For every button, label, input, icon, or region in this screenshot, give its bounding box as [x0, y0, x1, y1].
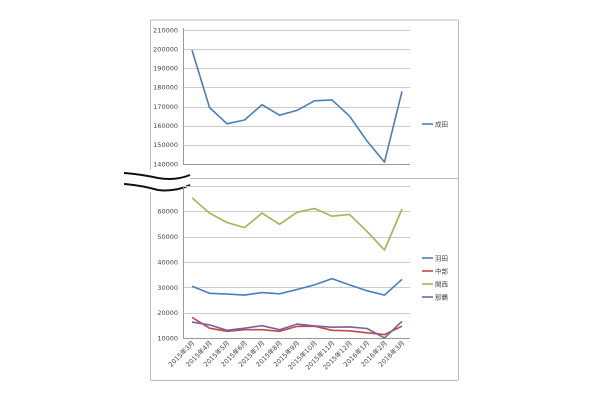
legend-label: 那覇: [435, 294, 449, 302]
series-line-那覇: [191, 320, 403, 339]
legend-label: 成田: [435, 120, 448, 129]
y-tick-label: 200000: [153, 45, 178, 53]
y-tick-label: 30000: [157, 284, 178, 292]
y-tick-label: 140000: [153, 160, 178, 168]
legend-label: 関西: [435, 281, 449, 289]
series-line-成田: [191, 49, 403, 163]
y-tick-label: 170000: [153, 103, 178, 111]
series-line-中部: [191, 316, 403, 336]
legend-label: 羽田: [435, 255, 448, 263]
axis-break-marks: [123, 172, 191, 192]
series-line-関西: [191, 197, 403, 251]
y-tick-label: 180000: [153, 84, 178, 92]
chart-frame: [150, 19, 459, 381]
y-tick-label: 160000: [153, 122, 178, 130]
y-tick-label: 210000: [153, 26, 178, 34]
y-tick-label: 40000: [157, 258, 178, 266]
y-tick-label: 20000: [157, 309, 178, 317]
series-line-羽田: [191, 277, 403, 296]
y-tick-label: 50000: [157, 233, 178, 241]
y-tick-label: 150000: [153, 141, 178, 149]
y-tick-label: 10000: [157, 335, 178, 343]
y-tick-label: 60000: [157, 207, 178, 215]
legend-label: 中部: [435, 267, 449, 276]
y-tick-label: 190000: [153, 65, 178, 73]
